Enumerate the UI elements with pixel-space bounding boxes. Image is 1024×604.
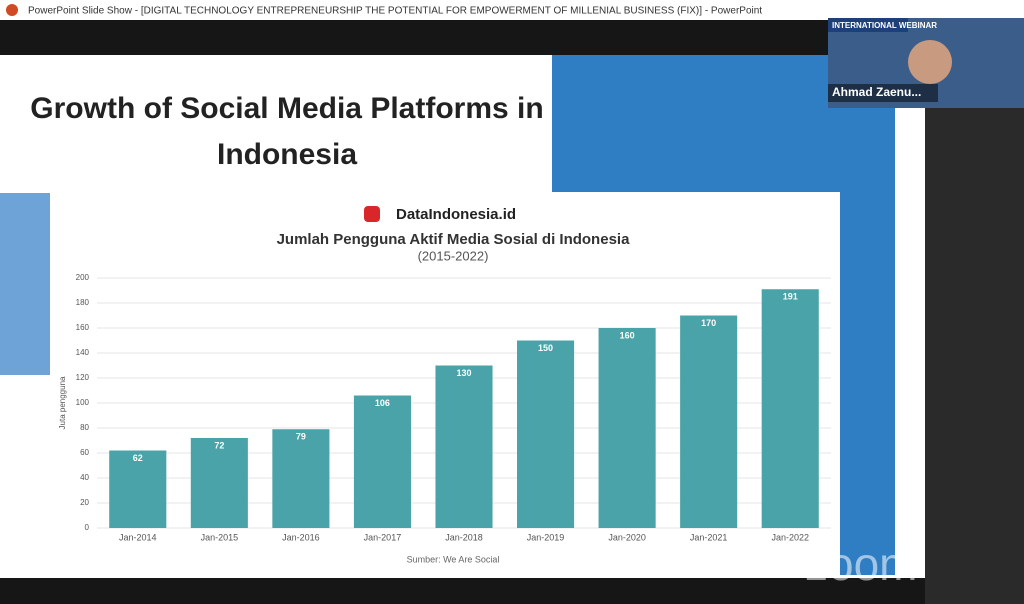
x-tick-label: Jan-2017 bbox=[364, 532, 402, 542]
bar bbox=[353, 395, 411, 528]
y-tick-label: 40 bbox=[80, 473, 89, 482]
x-tick-label: Jan-2021 bbox=[690, 532, 728, 542]
chart-source: Sumber: We Are Social bbox=[407, 554, 500, 564]
x-tick-label: Jan-2020 bbox=[608, 532, 646, 542]
data-label: 170 bbox=[701, 318, 716, 328]
y-tick-label: 60 bbox=[80, 448, 89, 457]
bar bbox=[190, 438, 248, 528]
webcam-person bbox=[908, 40, 952, 84]
app-icon bbox=[6, 4, 18, 16]
x-tick-label: Jan-2015 bbox=[201, 532, 239, 542]
chart-title: Jumlah Pengguna Aktif Media Sosial di In… bbox=[277, 231, 630, 248]
name-tag bbox=[828, 84, 938, 102]
slide-title: Growth of Social Media Platforms in Indo… bbox=[30, 92, 544, 171]
y-tick-label: 140 bbox=[76, 348, 90, 357]
zoom-watermark: zoom bbox=[805, 538, 917, 590]
y-tick-label: 80 bbox=[80, 423, 89, 432]
data-label: 130 bbox=[456, 368, 471, 378]
data-label: 160 bbox=[620, 330, 635, 340]
bar bbox=[109, 450, 167, 528]
bar bbox=[598, 328, 656, 528]
x-tick-label: Jan-2014 bbox=[119, 532, 157, 542]
chart-brand-icon bbox=[364, 206, 380, 222]
y-tick-label: 100 bbox=[76, 398, 90, 407]
data-label: 191 bbox=[783, 292, 798, 302]
webcam-banner bbox=[828, 18, 908, 32]
bar bbox=[435, 365, 493, 528]
data-label: 106 bbox=[375, 398, 390, 408]
webcam-banner-text: INTERNATIONAL WEBINAR bbox=[832, 21, 937, 30]
y-tick-label: 180 bbox=[76, 298, 90, 307]
y-tick-label: 200 bbox=[76, 273, 90, 282]
y-tick-label: 120 bbox=[76, 373, 90, 382]
y-tick-label: 20 bbox=[80, 498, 89, 507]
chart: DataIndonesia.id Jumlah Pengguna Aktif Me… bbox=[58, 206, 831, 564]
participant-name: Ahmad Zaenu... bbox=[832, 85, 921, 99]
title-bar bbox=[0, 0, 1024, 20]
chart-subtitle: (2015-2022) bbox=[418, 248, 489, 263]
data-label: 72 bbox=[214, 440, 224, 450]
y-axis-label: Juta pengguna bbox=[58, 376, 67, 429]
side-panel bbox=[925, 20, 1024, 604]
x-tick-label: Jan-2022 bbox=[771, 532, 809, 542]
data-label: 79 bbox=[296, 432, 306, 442]
x-tick-label: Jan-2019 bbox=[527, 532, 565, 542]
slide-decoration bbox=[0, 193, 50, 375]
bar bbox=[761, 289, 819, 528]
y-tick-label: 0 bbox=[85, 523, 90, 532]
data-label: 62 bbox=[133, 453, 143, 463]
bar bbox=[517, 340, 575, 528]
x-tick-label: Jan-2016 bbox=[282, 532, 320, 542]
chart-brand: DataIndonesia.id bbox=[396, 206, 516, 223]
bar bbox=[272, 429, 330, 528]
window-title: PowerPoint Slide Show - [DIGITAL TECHNOL… bbox=[28, 6, 762, 17]
data-label: 150 bbox=[538, 343, 553, 353]
y-tick-label: 160 bbox=[76, 323, 90, 332]
bar bbox=[680, 315, 738, 528]
x-tick-label: Jan-2018 bbox=[445, 532, 483, 542]
